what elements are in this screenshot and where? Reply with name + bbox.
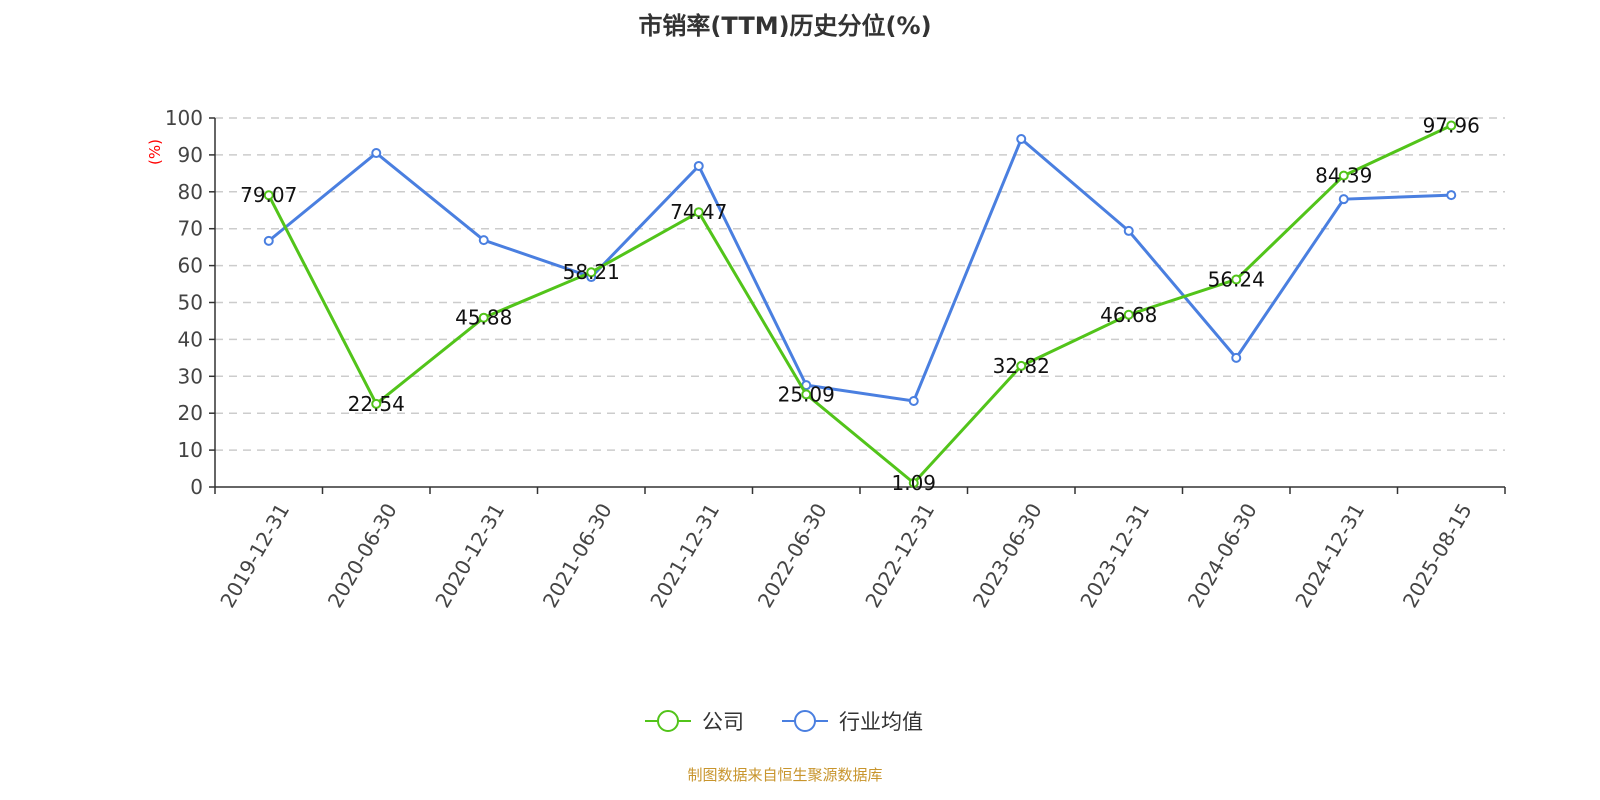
x-tick-label: 2022-06-30 — [753, 499, 832, 612]
legend-marker — [794, 710, 816, 732]
data-point — [1123, 309, 1134, 320]
y-tick-label: 40 — [178, 327, 203, 351]
data-point — [693, 207, 704, 218]
data-point — [478, 235, 489, 246]
data-label: 25.09 — [778, 382, 835, 406]
data-point — [263, 190, 274, 201]
data-point — [371, 398, 382, 409]
series-line-0 — [267, 124, 1452, 486]
x-tick-label: 2020-06-30 — [323, 499, 402, 612]
legend-marker — [657, 710, 679, 732]
y-tick-label: 10 — [178, 438, 203, 462]
y-tick-label: 20 — [178, 401, 203, 425]
chart-title: 市销率(TTM)历史分位(%) — [638, 12, 932, 40]
x-tick-label: 2025-08-15 — [1398, 499, 1477, 612]
y-tick-label: 90 — [178, 143, 203, 167]
data-label: 84.39 — [1315, 164, 1372, 188]
data-point — [1338, 194, 1349, 205]
x-tick-label: 2021-06-30 — [538, 499, 617, 612]
data-label: 97.96 — [1423, 114, 1480, 138]
data-point — [263, 235, 274, 246]
x-tick-label: 2024-06-30 — [1183, 499, 1262, 612]
data-label: 79.07 — [240, 183, 297, 207]
x-tick-label: 2022-12-31 — [860, 499, 939, 612]
data-point — [801, 389, 812, 400]
data-point — [1231, 352, 1242, 363]
series-line-1 — [267, 136, 1452, 403]
y-tick-label: 100 — [165, 106, 203, 130]
data-point — [478, 312, 489, 323]
data-label: 22.54 — [348, 392, 405, 416]
data-label: 58.21 — [563, 260, 620, 284]
data-point — [1016, 134, 1027, 145]
data-point — [1123, 225, 1134, 236]
y-tick-label: 70 — [178, 217, 203, 241]
y-tick-label: 60 — [178, 254, 203, 278]
data-point — [1231, 274, 1242, 285]
y-tick-label: 50 — [178, 291, 203, 315]
data-label: 46.68 — [1100, 303, 1157, 327]
data-label: 32.82 — [993, 354, 1050, 378]
x-tick-label: 2023-12-31 — [1075, 499, 1154, 612]
x-tick-label: 2019-12-31 — [215, 499, 294, 612]
y-tick-label: 30 — [178, 364, 203, 388]
data-point — [586, 267, 597, 278]
data-point — [371, 148, 382, 159]
data-point — [1338, 170, 1349, 181]
data-label: 45.88 — [455, 306, 512, 330]
data-point — [1446, 120, 1457, 131]
y-axis-label: (%) — [146, 139, 164, 165]
x-tick-label: 2020-12-31 — [430, 499, 509, 612]
legend-label: 公司 — [702, 710, 744, 734]
data-point — [1446, 190, 1457, 201]
x-tick-label: 2021-12-31 — [645, 499, 724, 612]
source-note: 制图数据来自恒生聚源数据库 — [687, 766, 883, 784]
data-point — [908, 396, 919, 407]
data-label: 1.09 — [891, 471, 936, 495]
data-point — [908, 477, 919, 488]
y-tick-label: 80 — [178, 180, 203, 204]
data-point — [693, 160, 704, 171]
x-tick-label: 2024-12-31 — [1290, 499, 1369, 612]
x-tick-label: 2023-06-30 — [968, 499, 1047, 612]
y-tick-label: 0 — [190, 475, 203, 499]
data-point — [1016, 360, 1027, 371]
data-label: 74.47 — [670, 200, 727, 224]
data-label: 56.24 — [1208, 267, 1265, 291]
legend-label: 行业均值 — [839, 710, 923, 734]
